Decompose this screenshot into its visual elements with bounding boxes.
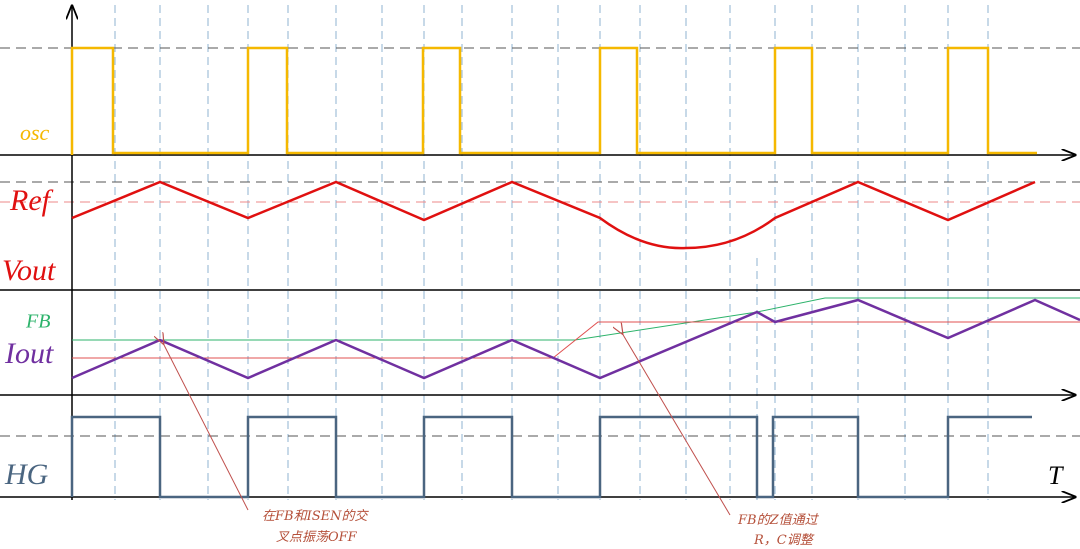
- osc-wave: [70, 46, 1037, 155]
- vout-label: Vout: [2, 254, 56, 287]
- iout-label: Iout: [4, 337, 54, 370]
- ref-label: Ref: [9, 184, 54, 217]
- annotation-arrow: [163, 343, 249, 511]
- time-label: T: [1048, 461, 1064, 490]
- annotation-text: 在FB和ISEN的交: [262, 508, 369, 524]
- annotation-text: 叉点振荡OFF: [276, 530, 358, 545]
- osc-label: osc: [20, 120, 50, 145]
- grid: [0, 5, 1080, 500]
- axes: [0, 6, 1080, 500]
- isen-line: [72, 321, 1080, 359]
- iout-wave: [71, 298, 1080, 380]
- fb-line: [72, 297, 1080, 341]
- annotation-text: FB的Z值通过: [737, 513, 820, 528]
- annotation-text: R，C调整: [753, 533, 815, 548]
- hg-label: HG: [4, 458, 49, 491]
- ref-wave: [71, 180, 1036, 250]
- fb-label: FB: [25, 311, 50, 333]
- hg-wave: [70, 415, 1032, 499]
- annotation-arrow: [622, 333, 731, 516]
